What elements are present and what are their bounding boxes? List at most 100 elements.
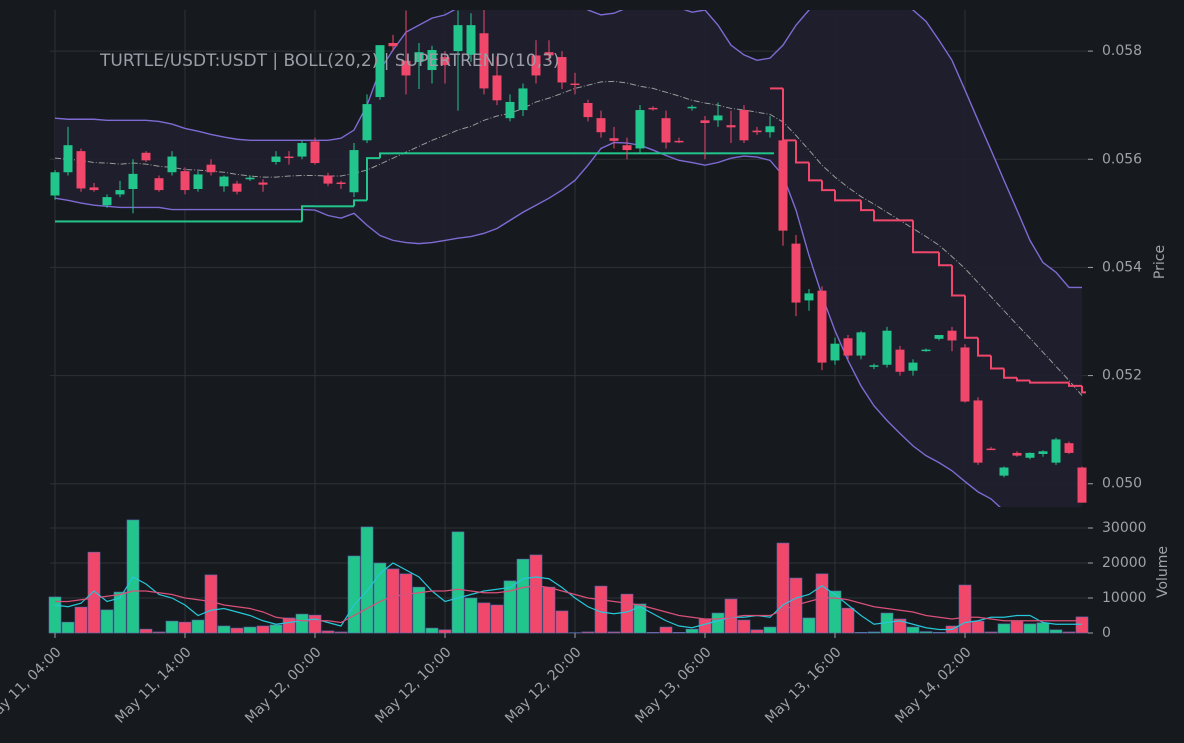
candle-body — [687, 106, 697, 109]
candle-body — [544, 52, 554, 56]
candle-body — [206, 164, 216, 173]
bollinger-fill — [55, 10, 1082, 507]
volume-bar — [308, 614, 322, 634]
grid — [50, 10, 1088, 634]
volume-ma-slow — [55, 585, 1082, 624]
candle-body — [453, 25, 463, 52]
volume-bar — [256, 625, 270, 634]
volume-bar — [542, 586, 556, 634]
y-tick-label: 0 — [1102, 625, 1111, 641]
candle-body — [258, 182, 268, 185]
volume-bar — [48, 596, 62, 634]
volume-panel — [48, 519, 1089, 634]
candle-body — [245, 177, 255, 180]
volume-bar — [451, 531, 465, 634]
volume-bar — [984, 631, 998, 634]
volume-bar — [750, 629, 764, 634]
price-axis-label: Price — [1152, 245, 1168, 279]
candle-body — [999, 467, 1009, 476]
volume-bar — [113, 591, 127, 634]
y-tick-label: 0.056 — [1102, 151, 1142, 167]
volume-bar — [672, 631, 686, 634]
y-tick-label: 0.050 — [1102, 476, 1142, 492]
candle-body — [674, 140, 684, 143]
supertrend-down — [808, 162, 822, 182]
bollinger-middle — [54, 80, 1083, 396]
candle-body — [882, 330, 892, 365]
candle-body — [492, 75, 502, 101]
candle-body — [76, 151, 86, 189]
supertrend-down — [951, 265, 965, 297]
volume-bar — [217, 625, 231, 634]
volume-bar — [464, 597, 478, 634]
supertrend-down — [1068, 382, 1082, 387]
volume-bar — [815, 573, 829, 634]
volume-bar — [620, 593, 634, 634]
volume-bar — [321, 630, 335, 634]
supertrend-down — [964, 295, 978, 339]
supertrend-down — [860, 200, 874, 212]
candle-body — [869, 365, 879, 367]
candle-body — [401, 60, 411, 76]
supertrend-down — [821, 180, 835, 192]
volume-bar — [295, 613, 309, 634]
volume-bar — [633, 603, 647, 634]
volume-bar — [230, 627, 244, 634]
volume-bar — [386, 568, 400, 634]
candle-body — [323, 175, 333, 184]
candle-body — [531, 55, 541, 76]
volume-bar — [971, 620, 985, 634]
candle-body — [297, 143, 307, 157]
candle-body — [232, 183, 242, 192]
y-tick-label: 0.054 — [1102, 259, 1142, 275]
volume-bar — [841, 607, 855, 634]
candle-body — [518, 88, 528, 111]
candle-body — [50, 172, 60, 196]
volume-bar — [1036, 622, 1050, 634]
y-tick-label: 0.052 — [1102, 368, 1142, 384]
supertrend-down — [795, 140, 809, 164]
volume-bar — [555, 610, 569, 634]
candle-body — [219, 176, 229, 187]
volume-bar — [867, 631, 881, 634]
volume-bar — [334, 631, 348, 634]
candle-body — [583, 103, 593, 118]
price-panel — [50, 10, 1087, 507]
candle-body — [791, 243, 801, 303]
volume-axis-label: Volume — [1155, 546, 1171, 598]
candle-body — [115, 190, 125, 195]
candle-body — [505, 101, 515, 119]
candle-body — [349, 150, 359, 193]
volume-bar — [178, 621, 192, 634]
candle-body — [466, 25, 476, 55]
candle-body — [713, 115, 723, 121]
candle-body — [362, 104, 372, 141]
volume-bar — [607, 631, 621, 634]
supertrend-down — [1003, 368, 1017, 379]
candle-body — [908, 362, 918, 371]
volume-bar — [87, 551, 101, 634]
supertrend-down — [1016, 377, 1030, 382]
supertrend-down — [1029, 380, 1043, 384]
volume-bar — [503, 580, 517, 634]
volume-bar — [802, 617, 816, 634]
y-tick-label: 20000 — [1102, 555, 1147, 571]
volume-bar — [100, 609, 114, 634]
candle-body — [752, 130, 762, 133]
candle-body — [973, 400, 983, 463]
candle-body — [986, 448, 996, 451]
y-tick-label: 30000 — [1102, 520, 1147, 536]
candle-body — [830, 343, 840, 361]
volume-bar — [139, 628, 153, 634]
volume-bar — [737, 619, 751, 634]
candle-body — [934, 335, 944, 339]
candle-body — [271, 156, 281, 162]
candle-body — [388, 42, 398, 47]
volume-bar — [529, 554, 543, 634]
volume-bar — [269, 624, 283, 634]
volume-bar — [399, 573, 413, 634]
volume-bar — [152, 631, 166, 634]
volume-bar — [243, 626, 257, 634]
